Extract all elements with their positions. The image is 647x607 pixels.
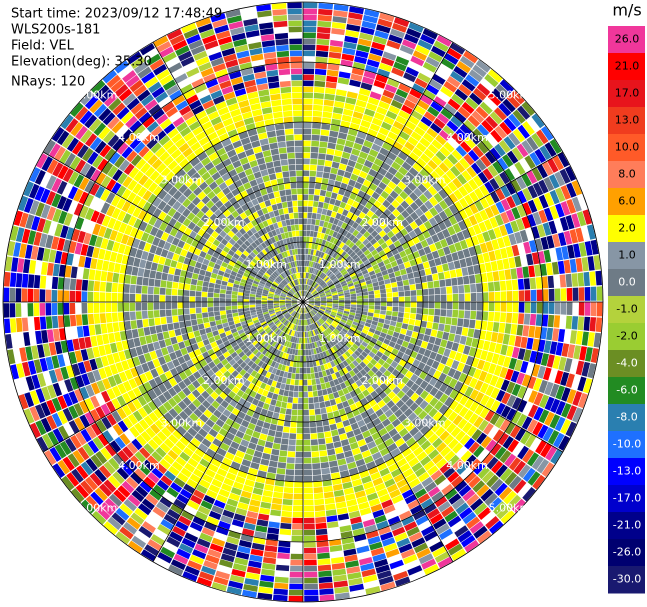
colorbar-label: -21.0 [613,519,641,532]
colorbar-bin [608,215,645,243]
range-label: 3.00km [161,173,203,186]
colorbar-bin [608,53,645,81]
info-line: Elevation(deg): 35.30 [11,55,152,70]
colorbar-bin [608,512,645,540]
colorbar-label: -30.0 [613,573,641,586]
colorbar-label: 6.0 [618,195,636,208]
range-label: 2.00km [203,216,245,229]
colorbar-label: 0.0 [618,276,636,289]
colorbar-bin [608,485,645,513]
colorbar-bin [608,26,645,54]
range-label: 1.00km [319,332,361,345]
range-grid [2,1,604,603]
radar-field [3,2,603,602]
colorbar-label: 26.0 [615,33,640,46]
range-label: 3.00km [161,417,203,430]
range-label: 1.00km [245,332,287,345]
colorbar-bin [608,539,645,567]
colorbar-bin [608,431,645,459]
colorbar-label: 17.0 [615,87,640,100]
colorbar-label: 2.0 [618,222,636,235]
range-label: 3.00km [404,173,446,186]
colorbar-bin [608,296,645,324]
colorbar-label: -4.0 [616,357,637,370]
colorbar-bin [608,566,645,594]
azimuth-line [42,151,564,453]
colorbar-bin [608,458,645,486]
range-label: 5.00km [489,89,531,102]
range-label: 4.00km [118,459,160,472]
range-label: 1.00km [245,258,287,271]
colorbar-bin [608,350,645,378]
colorbar-label: -8.0 [616,411,637,424]
range-label: 4.00km [446,131,488,144]
colorbar-bin [608,242,645,270]
range-label: 2.00km [203,374,245,387]
range-label: 5.00km [76,89,118,102]
colorbar-bin [608,323,645,351]
scan-info: Start time: 2023/09/12 17:48:49WLS200s-1… [11,7,222,90]
colorbar-label: 1.0 [618,249,636,262]
colorbar: m/s 26.0 21.0 17.0 13.0 10.0 8.0 6.0 2.0 1.0 0.0 -1… [608,1,645,594]
colorbar-label: -13.0 [613,465,641,478]
range-label: 5.00km [76,501,118,514]
range-label: 4.00km [446,459,488,472]
info-line: Start time: 2023/09/12 17:48:49 [11,7,222,22]
colorbar-label: -17.0 [613,492,641,505]
range-label: 2.00km [361,216,403,229]
range-labels: 1.00km 1.00km 1.00km 1.00km 2.00km 2.00km 2.00… [76,89,531,515]
radar-cells [10,3,596,594]
radar-cells [10,20,603,584]
info-line: Field: VEL [11,39,75,54]
colorbar-bin [608,107,645,135]
colorbar-bin [608,404,645,432]
colorbar-label: -1.0 [616,303,637,316]
info-line: WLS200s-181 [11,23,100,38]
colorbar-label: 21.0 [615,60,640,73]
colorbar-bin [608,269,645,297]
colorbar-label: -26.0 [613,546,641,559]
range-label: 2.00km [361,374,403,387]
range-label: 5.00km [489,501,531,514]
colorbar-unit: m/s [612,1,641,20]
colorbar-bin [608,161,645,189]
colorbar-label: -10.0 [613,438,641,451]
colorbar-label: -2.0 [616,330,637,343]
colorbar-bin [608,188,645,216]
colorbar-label: 13.0 [615,114,640,127]
colorbar-bin [608,377,645,405]
range-label: 3.00km [404,417,446,430]
range-label: 1.00km [319,258,361,271]
radar-cells [9,9,601,590]
colorbar-bin [608,80,645,108]
info-line: NRays: 120 [11,75,85,90]
colorbar-label: 8.0 [618,168,636,181]
colorbar-label: -6.0 [616,384,637,397]
colorbar-bin [608,134,645,162]
range-label: 4.00km [118,131,160,144]
colorbar-label: 10.0 [615,141,640,154]
